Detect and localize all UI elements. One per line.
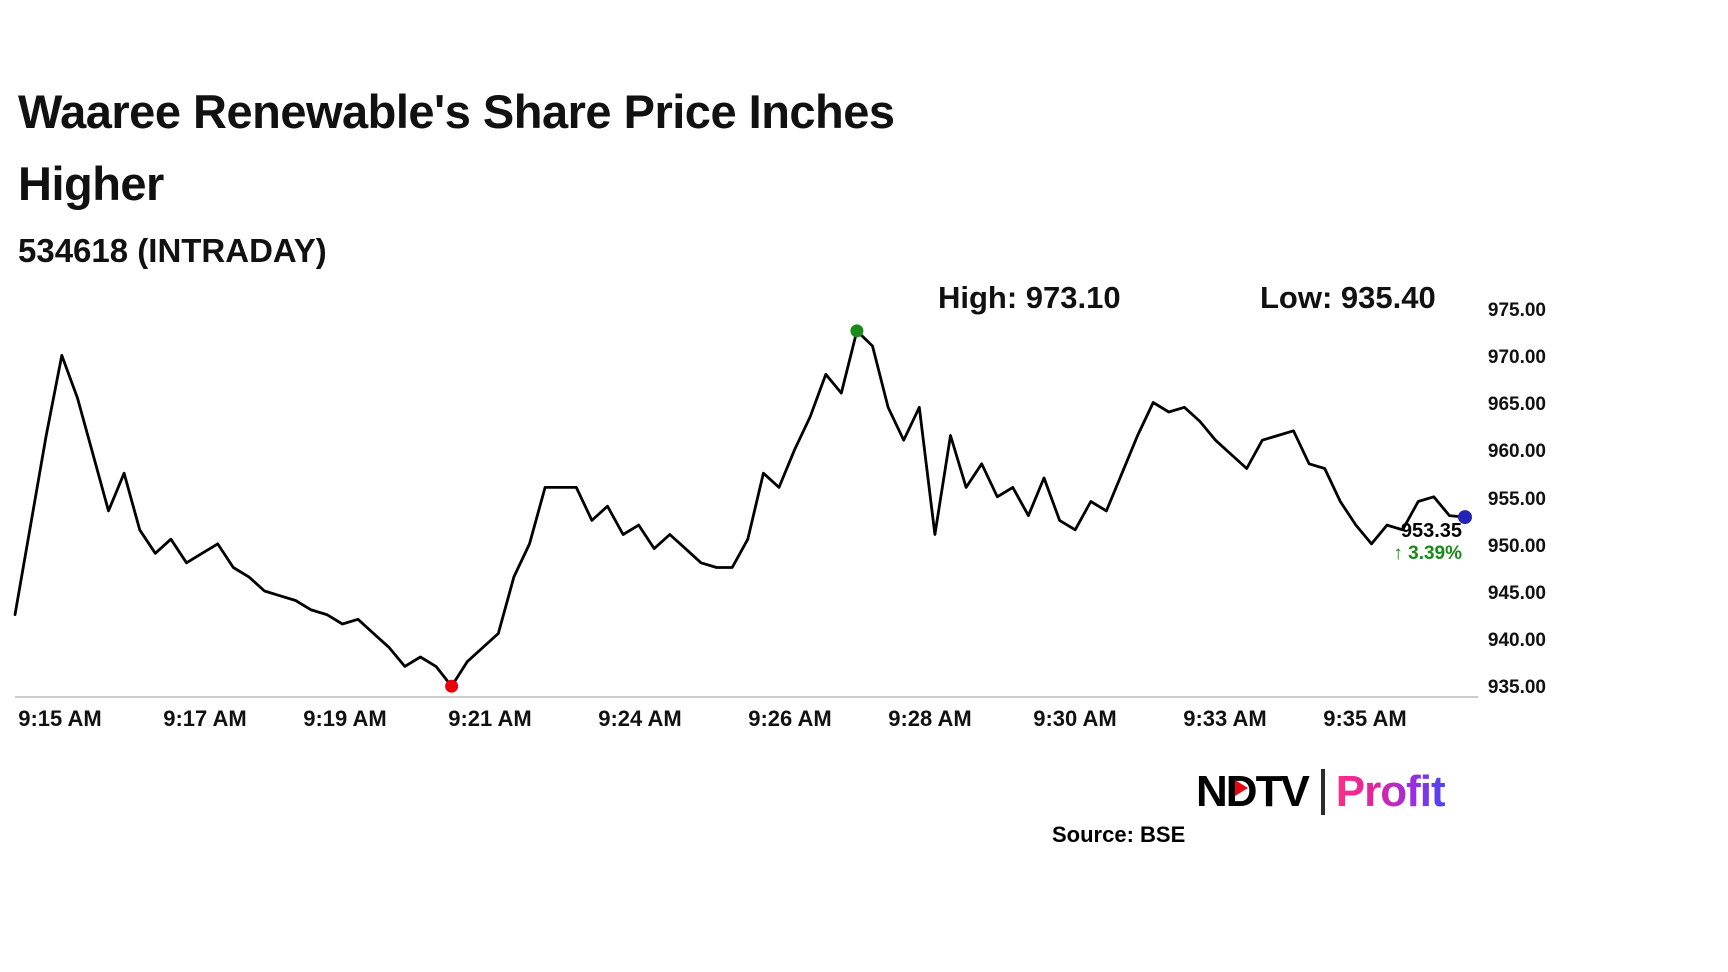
ndtv-letter-n: N [1196, 767, 1228, 816]
y-axis-tick-label: 940.00 [1487, 629, 1546, 651]
y-axis-tick-label: 935.00 [1487, 677, 1546, 698]
x-axis-tick-label: 9:17 AM [163, 706, 247, 731]
low-point-marker [445, 679, 459, 693]
x-axis-tick-label: 9:24 AM [598, 706, 682, 731]
stock-code-subtitle: 534618 (INTRADAY) [18, 232, 327, 269]
profit-wordmark: Profit [1335, 767, 1446, 816]
x-axis-tick-label: 9:28 AM [888, 706, 972, 731]
x-axis-tick-label: 9:21 AM [448, 706, 532, 731]
last-price-callout: 953.35 ↑ 3.39% [1240, 520, 1462, 565]
ndtv-red-triangle-icon [1234, 780, 1248, 796]
last-price-value: 953.35 [1400, 520, 1462, 542]
low-value-label: Low: 935.40 [1260, 280, 1436, 315]
page-title-line2: Higher [18, 157, 164, 210]
x-axis-tick-label: 9:19 AM [303, 706, 387, 731]
y-axis-tick-label: 960.00 [1487, 441, 1546, 463]
y-axis-tick-label: 965.00 [1487, 394, 1546, 416]
high-value-label: High: 973.10 [938, 280, 1121, 315]
y-axis-tick-label: 955.00 [1487, 488, 1546, 510]
logo-separator-bar [1320, 769, 1325, 815]
high-point-marker [850, 324, 864, 338]
y-axis-tick-label: 950.00 [1487, 535, 1546, 557]
price-change-pct: ↑ 3.39% [1393, 543, 1462, 564]
y-axis-tick-label: 945.00 [1487, 582, 1546, 604]
y-axis-tick-label: 975.00 [1487, 300, 1546, 321]
last-price-marker [1458, 510, 1472, 525]
y-axis-tick-label: 970.00 [1487, 347, 1546, 369]
ndtv-profit-logo: N D TV Profit [1196, 766, 1446, 818]
price-line [13, 329, 1467, 688]
page-title-line1: Waaree Renewable's Share Price Inches [18, 85, 895, 138]
x-axis-tick-label: 9:33 AM [1183, 706, 1267, 731]
ndtv-wordmark: N D TV [1196, 767, 1310, 817]
ndtv-letters-tv: TV [1255, 767, 1310, 816]
x-axis-tick-label: 9:26 AM [748, 706, 832, 731]
source-attribution: Source: BSE [1052, 822, 1186, 847]
x-axis-tick-label: 9:15 AM [18, 706, 102, 731]
x-axis-tick-label: 9:35 AM [1323, 706, 1407, 731]
ndtv-letter-d: D [1226, 767, 1258, 817]
x-axis-tick-label: 9:30 AM [1033, 706, 1117, 731]
